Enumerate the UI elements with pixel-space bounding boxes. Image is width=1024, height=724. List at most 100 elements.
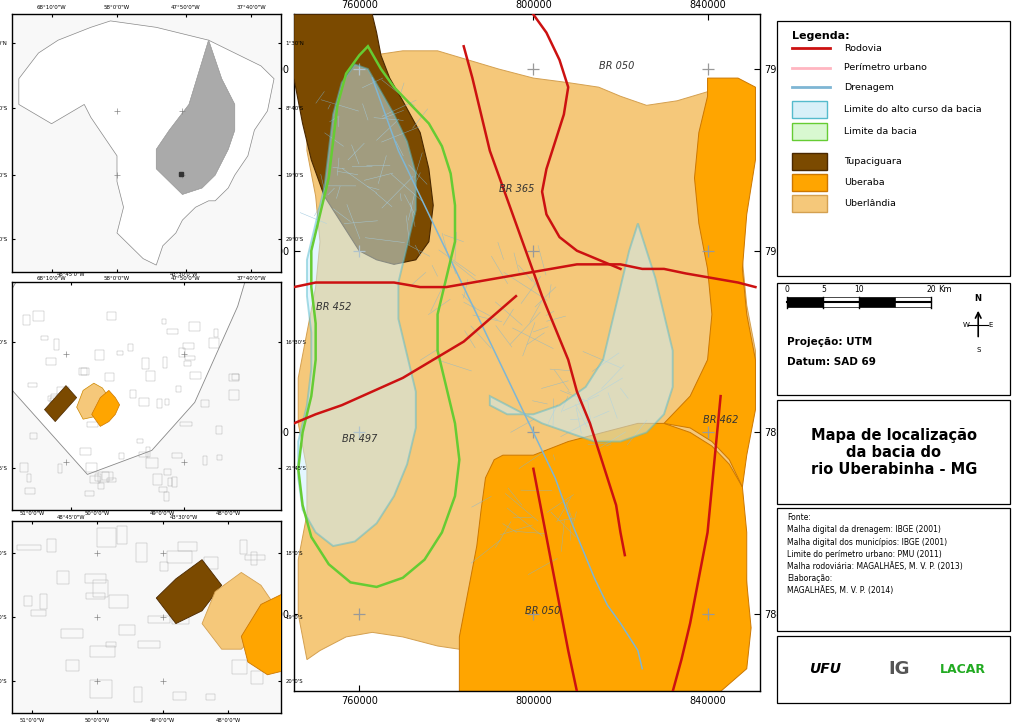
Bar bbox=[117, 351, 123, 355]
Bar bbox=[66, 660, 80, 670]
Bar bbox=[85, 573, 105, 584]
Bar bbox=[136, 544, 146, 562]
Bar bbox=[86, 593, 105, 599]
Polygon shape bbox=[157, 41, 234, 195]
Bar bbox=[130, 390, 136, 398]
Polygon shape bbox=[18, 21, 274, 265]
Bar bbox=[168, 479, 172, 486]
FancyBboxPatch shape bbox=[777, 636, 1011, 703]
Bar bbox=[251, 670, 263, 684]
Polygon shape bbox=[298, 64, 416, 546]
Bar bbox=[46, 358, 56, 366]
Bar bbox=[138, 398, 148, 406]
Bar bbox=[86, 463, 97, 472]
Polygon shape bbox=[460, 424, 751, 691]
FancyBboxPatch shape bbox=[793, 195, 827, 211]
FancyBboxPatch shape bbox=[777, 22, 1011, 277]
FancyBboxPatch shape bbox=[793, 174, 827, 190]
Bar bbox=[81, 368, 87, 375]
Bar bbox=[209, 337, 219, 348]
FancyBboxPatch shape bbox=[787, 298, 823, 307]
Bar bbox=[204, 557, 218, 569]
Bar bbox=[134, 687, 142, 702]
Polygon shape bbox=[157, 560, 221, 623]
Polygon shape bbox=[202, 573, 274, 649]
Bar bbox=[184, 361, 190, 366]
Bar bbox=[48, 395, 58, 400]
Bar bbox=[105, 374, 115, 381]
Polygon shape bbox=[489, 224, 673, 442]
Bar bbox=[145, 371, 156, 382]
Bar bbox=[16, 544, 41, 550]
Bar bbox=[172, 477, 177, 487]
Bar bbox=[176, 386, 180, 392]
Bar bbox=[57, 571, 69, 584]
Bar bbox=[31, 433, 37, 439]
Bar bbox=[163, 357, 167, 368]
Bar bbox=[157, 400, 162, 408]
Bar bbox=[204, 455, 207, 465]
Text: LACAR: LACAR bbox=[940, 662, 986, 675]
Bar bbox=[232, 374, 239, 380]
Text: Uberaba: Uberaba bbox=[845, 177, 885, 187]
Bar bbox=[228, 390, 239, 400]
Bar bbox=[80, 448, 91, 455]
Text: Uberlândia: Uberlândia bbox=[845, 198, 896, 208]
Bar bbox=[85, 492, 94, 496]
Bar bbox=[60, 629, 83, 638]
Text: UFU: UFU bbox=[809, 662, 841, 676]
Bar bbox=[172, 452, 181, 458]
Bar bbox=[189, 372, 201, 379]
Bar bbox=[119, 625, 135, 635]
Bar bbox=[240, 540, 247, 555]
Bar bbox=[159, 487, 167, 492]
FancyBboxPatch shape bbox=[777, 508, 1011, 631]
Bar bbox=[40, 594, 47, 609]
FancyBboxPatch shape bbox=[895, 298, 931, 307]
Bar bbox=[98, 483, 104, 489]
Text: Projeção: UTM: Projeção: UTM bbox=[787, 337, 872, 348]
Text: 20: 20 bbox=[927, 285, 936, 294]
Bar bbox=[232, 660, 247, 674]
Bar bbox=[41, 335, 47, 340]
Bar bbox=[216, 426, 222, 434]
Bar bbox=[206, 694, 215, 700]
Bar bbox=[33, 311, 44, 321]
Bar bbox=[251, 552, 257, 565]
Text: BR 365: BR 365 bbox=[499, 184, 534, 193]
Text: IG: IG bbox=[888, 660, 909, 678]
Bar bbox=[106, 312, 117, 320]
Bar bbox=[162, 319, 167, 324]
Text: 0: 0 bbox=[785, 285, 790, 294]
Bar bbox=[27, 473, 31, 481]
Bar bbox=[201, 400, 209, 407]
Text: Legenda:: Legenda: bbox=[793, 31, 850, 41]
Text: W: W bbox=[963, 322, 970, 329]
Text: BR 050: BR 050 bbox=[524, 606, 560, 616]
Text: Drenagem: Drenagem bbox=[845, 83, 894, 92]
Bar bbox=[232, 594, 251, 605]
Bar bbox=[25, 488, 36, 494]
Bar bbox=[57, 387, 69, 396]
Text: BR 452: BR 452 bbox=[315, 302, 351, 312]
Bar bbox=[106, 642, 117, 647]
Bar bbox=[110, 594, 128, 608]
Text: S: S bbox=[976, 347, 980, 353]
Text: BR 462: BR 462 bbox=[703, 416, 738, 426]
Text: Tupaciguara: Tupaciguara bbox=[845, 156, 902, 166]
Text: E: E bbox=[988, 322, 993, 329]
Bar bbox=[173, 691, 185, 700]
Bar bbox=[128, 344, 133, 351]
FancyBboxPatch shape bbox=[793, 123, 827, 140]
Bar bbox=[245, 555, 264, 560]
Text: Limite da bacia: Limite da bacia bbox=[845, 127, 918, 135]
Bar bbox=[138, 641, 160, 649]
Bar bbox=[160, 563, 168, 571]
Text: BR 497: BR 497 bbox=[342, 434, 377, 444]
Bar bbox=[139, 452, 148, 458]
Bar bbox=[108, 479, 116, 482]
Bar bbox=[98, 471, 110, 481]
Bar bbox=[90, 680, 112, 698]
FancyBboxPatch shape bbox=[823, 298, 859, 307]
Bar bbox=[154, 474, 162, 485]
